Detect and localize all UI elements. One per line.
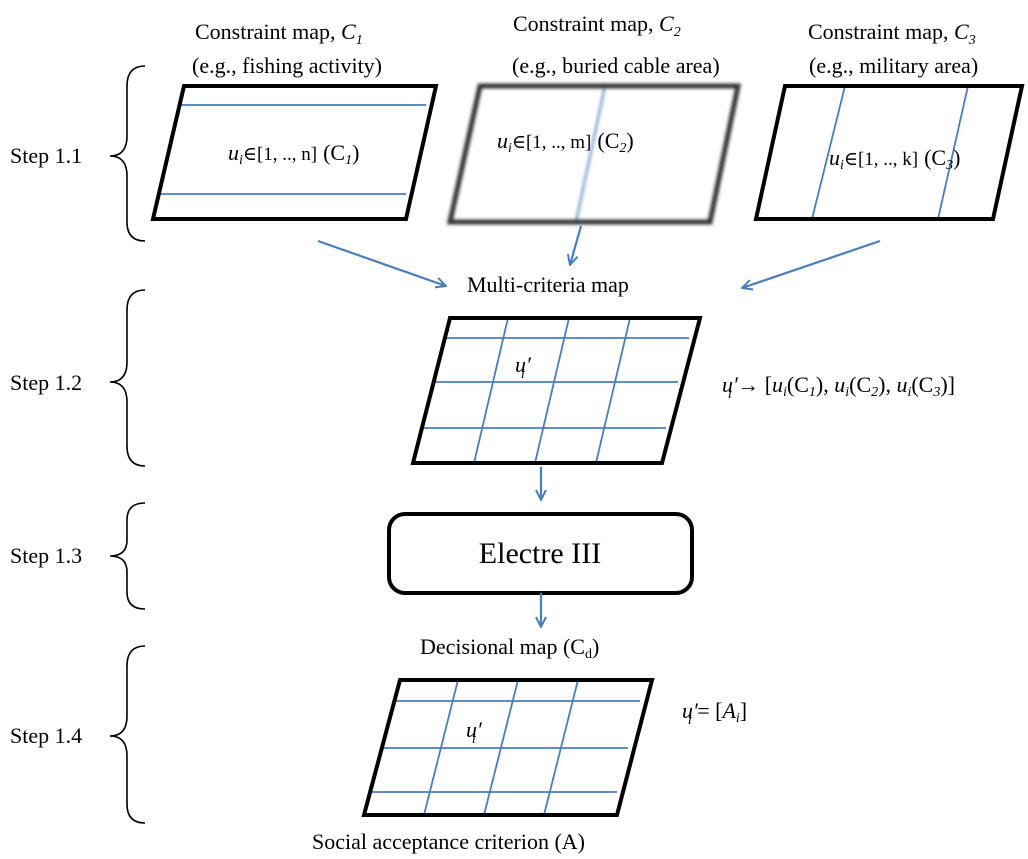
constraint-map-3-example: (e.g., military area) [809, 53, 978, 78]
brace-step-1-2 [109, 289, 146, 467]
svg-text:Constraint map, C2: Constraint map, C2 [513, 11, 681, 40]
svg-text:Constraint map, C3: Constraint map, C3 [808, 19, 976, 48]
step-1-2-label: Step 1.2 [10, 370, 82, 395]
multi-criteria-cell-label: u′i [515, 352, 532, 382]
acceptance-formula: u′i = [Ai] [682, 698, 747, 728]
arrow-map2-to-multi [570, 225, 583, 265]
decisional-map: u′i [361, 678, 655, 817]
multi-criteria-map: u′i [410, 316, 703, 465]
constraint-map-1-title: Constraint map, C1 (e.g., fishing activi… [192, 19, 382, 78]
constraint-map-2-example: (e.g., buried cable area) [512, 53, 720, 78]
constraint-map-1-cell-label: ui∈[1, .., n] (C1) [228, 140, 359, 168]
constraint-map-2-cell-label: ui∈[1, .., m] (C2) [497, 128, 634, 156]
brace-step-1-3 [109, 502, 146, 610]
constraint-map-1: ui∈[1, .., n] (C1) [150, 84, 439, 221]
step-1-1-label: Step 1.1 [10, 143, 82, 168]
constraint-map-1-example: (e.g., fishing activity) [192, 53, 382, 78]
arrow-map1-to-multi [317, 239, 446, 286]
svg-text:Constraint map, C1: Constraint map, C1 [195, 19, 363, 48]
brace-step-1-1 [109, 65, 146, 242]
electre-method-label: Electre III [479, 537, 601, 570]
step-1-3-label: Step 1.3 [10, 543, 82, 568]
multi-criteria-map-label: Multi-criteria map [467, 272, 629, 297]
brace-step-1-4 [109, 645, 146, 824]
constraint-map-2: ui∈[1, .., m] (C2) [446, 83, 742, 225]
decisional-map-label: Decisional map (Cd) [420, 634, 599, 662]
social-acceptance-label: Social acceptance criterion (A) [312, 829, 585, 854]
constraint-map-3-cell-label: ui∈[1, .., k] (C3) [829, 145, 960, 173]
constraint-map-3: ui∈[1, .., k] (C3) [753, 84, 1025, 221]
decisional-cell-label: u′i [466, 717, 483, 747]
arrow-map3-to-multi [742, 239, 881, 288]
electre-method-box: Electre III [387, 512, 694, 595]
step-1-4-label: Step 1.4 [10, 723, 82, 748]
constraint-map-3-title: Constraint map, C3 (e.g., military area) [808, 19, 978, 78]
constraint-map-2-title: Constraint map, C2 (e.g., buried cable a… [512, 11, 720, 78]
mapping-formula: u′i → [ui(C1), ui(C2), ui(C3)] [722, 372, 955, 402]
